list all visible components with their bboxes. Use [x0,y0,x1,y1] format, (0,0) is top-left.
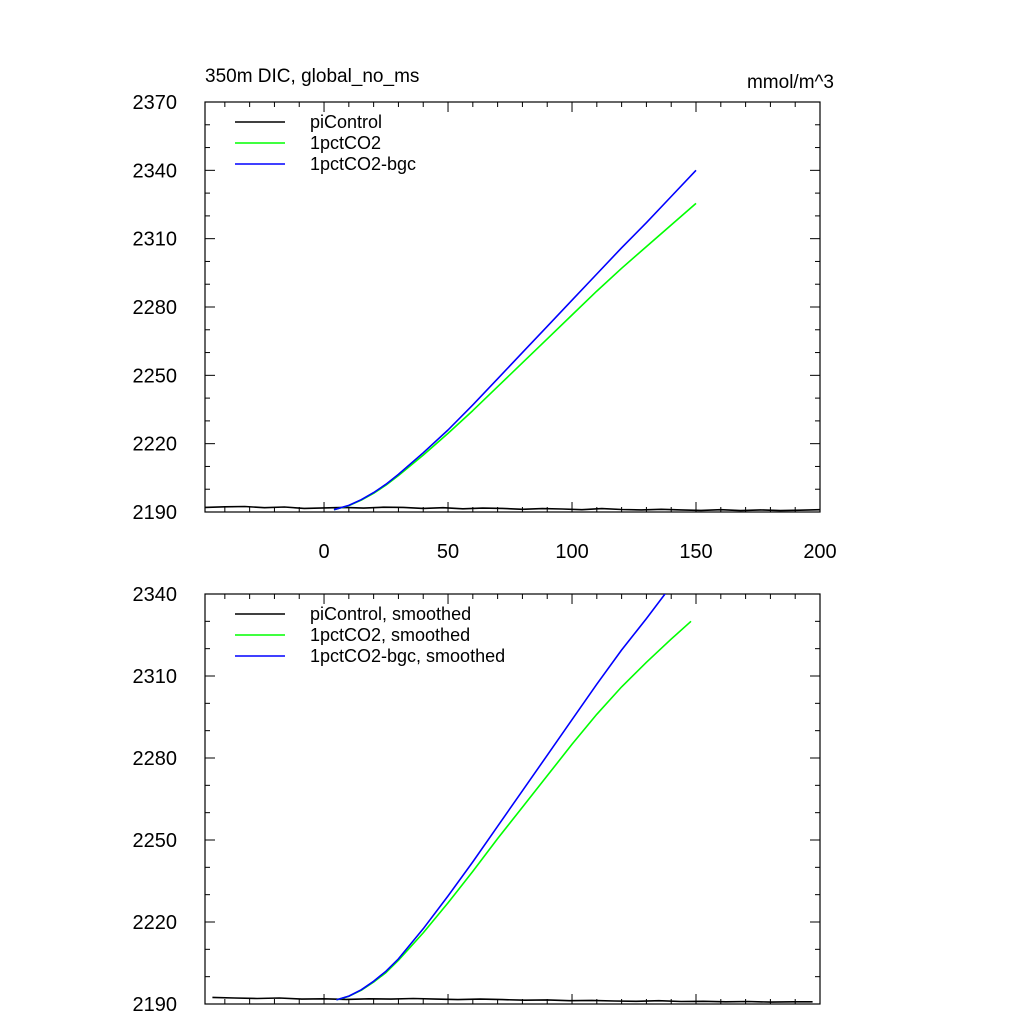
y-tick-label: 2310 [133,666,178,688]
legend-label: 1pctCO2-bgc [310,154,416,174]
x-tick-label: 100 [555,541,588,563]
units-label: mmol/m^3 [747,72,834,93]
y-tick-label: 2340 [133,584,178,606]
chart-title: 350m DIC, global_no_ms [205,66,419,87]
legend-label: 1pctCO2-bgc, smoothed [310,646,505,666]
legend-label: 1pctCO2 [310,133,381,153]
y-tick-label: 2280 [133,297,178,319]
y-tick-label: 2250 [133,830,178,852]
x-tick-label: 150 [679,541,712,563]
y-tick-label: 2310 [133,229,178,251]
y-tick-label: 2220 [133,434,178,456]
series-line-1pctco2 [333,202,697,511]
series-line-1pctco2-bgc-smoothed [336,594,667,1001]
y-tick-label: 2220 [133,912,178,934]
plot-frame [204,593,821,1005]
x-tick-label: 0 [318,541,329,563]
top-panel: 0 50 100 150 200 2190 2220 2250 2280 2310 2340 2370… [133,66,837,563]
legend-label: 1pctCO2, smoothed [310,625,470,645]
plot-frame [204,101,821,513]
legend-label: piControl [310,112,382,132]
series-line-1pctco2-bgc [333,169,697,511]
y-tick-label: 2340 [133,160,178,182]
series-line-picontrol [205,505,820,512]
y-tick-label: 2250 [133,365,178,387]
x-tick-label: 50 [437,541,459,563]
y-tick-label: 2190 [133,502,178,524]
y-tick-label: 2280 [133,748,178,770]
legend-label: piControl, smoothed [310,604,471,624]
y-tick-label: 2190 [133,994,178,1016]
y-tick-label: 2370 [133,92,178,114]
x-tick-label: 200 [803,541,836,563]
bottom-panel: 2190 2220 2250 2280 2310 2340 piControl, smoot… [133,584,821,1016]
series-line-picontrol-smoothed [212,996,813,1003]
series-line-1pctco2-smoothed [336,620,692,1001]
